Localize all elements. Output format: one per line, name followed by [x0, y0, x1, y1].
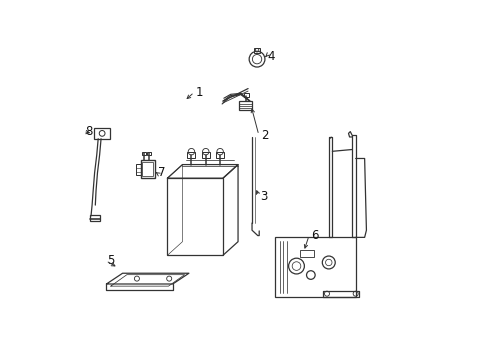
Bar: [216, 152, 224, 158]
Bar: [300, 250, 314, 257]
Bar: [254, 48, 260, 53]
Text: 8: 8: [85, 125, 92, 138]
Text: 4: 4: [267, 50, 275, 63]
Bar: [274, 237, 355, 297]
Bar: [94, 128, 110, 139]
Bar: [142, 152, 145, 155]
Bar: [89, 215, 100, 221]
Text: 6: 6: [310, 229, 318, 242]
Bar: [187, 152, 195, 158]
Text: 1: 1: [196, 86, 203, 99]
Bar: [142, 162, 153, 176]
Bar: [244, 93, 248, 97]
Bar: [167, 178, 223, 255]
Bar: [136, 164, 141, 175]
Bar: [239, 101, 251, 110]
Bar: [147, 152, 151, 155]
Text: 5: 5: [107, 254, 115, 267]
Text: 7: 7: [158, 166, 165, 179]
Text: 3: 3: [260, 190, 267, 203]
Bar: [140, 160, 155, 178]
Bar: [202, 152, 209, 158]
Text: 2: 2: [260, 129, 267, 142]
